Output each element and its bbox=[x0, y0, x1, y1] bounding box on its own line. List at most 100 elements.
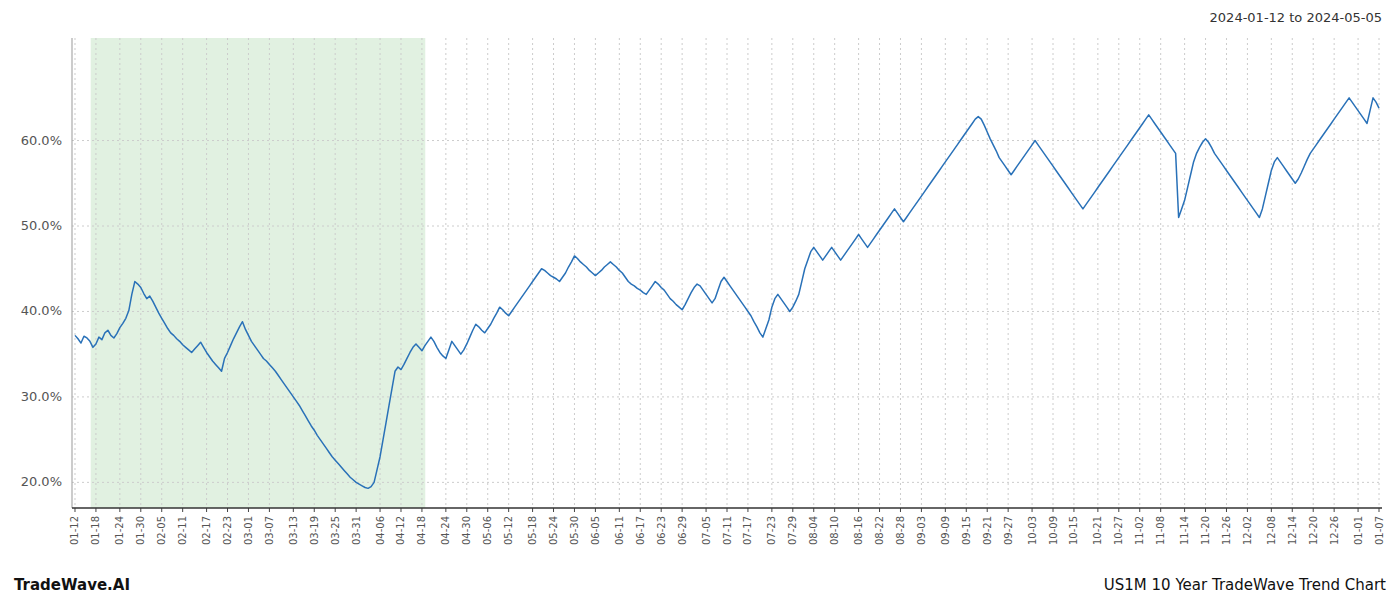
x-tick-label: 07-11 bbox=[722, 516, 733, 545]
x-tick-label: 09-03 bbox=[916, 516, 927, 545]
x-tick-label: 03-25 bbox=[330, 516, 341, 545]
x-grid-line bbox=[834, 38, 835, 508]
x-tick-label: 06-11 bbox=[614, 516, 625, 545]
x-grid-line bbox=[706, 38, 707, 508]
x-grid-line bbox=[140, 38, 141, 508]
y-tick-label: 50.0% bbox=[21, 218, 62, 233]
x-grid-line bbox=[1247, 38, 1248, 508]
x-tick-label: 04-30 bbox=[461, 516, 472, 545]
x-grid-line bbox=[661, 38, 662, 508]
x-tick-label: 01-12 bbox=[69, 516, 80, 545]
y-grid-line bbox=[72, 226, 1382, 227]
x-tick-label: 03-19 bbox=[309, 516, 320, 545]
x-grid-line bbox=[1032, 38, 1033, 508]
x-tick-label: 05-30 bbox=[569, 516, 580, 545]
footer-text: US1M 10 Year TradeWave Trend Chart bbox=[1104, 576, 1386, 594]
x-tick-label: 02-23 bbox=[222, 516, 233, 545]
x-grid-line bbox=[574, 38, 575, 508]
x-grid-line bbox=[879, 38, 880, 508]
x-grid-line bbox=[182, 38, 183, 508]
x-tick-label: 11-02 bbox=[1134, 516, 1145, 545]
x-grid-line bbox=[1160, 38, 1161, 508]
x-grid-line bbox=[421, 38, 422, 508]
x-tick-label: 01-24 bbox=[114, 516, 125, 545]
page: {"chart_data": { "type": "line", "title"… bbox=[0, 0, 1400, 600]
x-grid-line bbox=[1008, 38, 1009, 508]
footer-text: TradeWave.AI bbox=[14, 576, 130, 594]
x-tick-label: 01-30 bbox=[135, 516, 146, 545]
x-tick-label: 05-06 bbox=[482, 516, 493, 545]
x-tick-label: 01-18 bbox=[90, 516, 101, 545]
x-tick-label: 07-05 bbox=[701, 516, 712, 545]
x-grid-line bbox=[356, 38, 357, 508]
x-tick-label: 03-13 bbox=[288, 516, 299, 545]
shaded-span bbox=[91, 38, 426, 508]
x-tick-label: 09-21 bbox=[982, 516, 993, 545]
x-tick-label: 08-16 bbox=[853, 516, 864, 545]
y-axis-line bbox=[72, 38, 73, 508]
x-grid-line bbox=[1184, 38, 1185, 508]
x-tick-label: 12-26 bbox=[1329, 516, 1340, 545]
x-grid-line bbox=[206, 38, 207, 508]
x-grid-line bbox=[619, 38, 620, 508]
x-tick-label: 06-05 bbox=[590, 516, 601, 545]
x-grid-line bbox=[792, 38, 793, 508]
x-grid-line bbox=[508, 38, 509, 508]
x-grid-line bbox=[727, 38, 728, 508]
x-grid-line bbox=[921, 38, 922, 508]
x-grid-line bbox=[1292, 38, 1293, 508]
y-tick-label: 40.0% bbox=[21, 303, 62, 318]
x-grid-line bbox=[1226, 38, 1227, 508]
x-grid-line bbox=[1053, 38, 1054, 508]
x-grid-line bbox=[1205, 38, 1206, 508]
x-grid-line bbox=[987, 38, 988, 508]
x-axis-line bbox=[72, 507, 1382, 509]
y-tick-label: 60.0% bbox=[21, 133, 62, 148]
x-tick-label: 03-07 bbox=[264, 516, 275, 545]
x-tick-label: 07-29 bbox=[787, 516, 798, 545]
x-grid-line bbox=[945, 38, 946, 508]
x-grid-line bbox=[335, 38, 336, 508]
y-grid-line bbox=[72, 396, 1382, 397]
x-grid-line bbox=[227, 38, 228, 508]
x-tick-label: 05-12 bbox=[503, 516, 514, 545]
x-tick-label: 10-03 bbox=[1027, 516, 1038, 545]
x-grid-line bbox=[747, 38, 748, 508]
x-grid-line bbox=[1334, 38, 1335, 508]
x-tick-label: 10-15 bbox=[1068, 516, 1079, 545]
y-grid-line bbox=[72, 311, 1382, 312]
x-grid-line bbox=[532, 38, 533, 508]
x-grid-line bbox=[95, 38, 96, 508]
x-tick-label: 08-22 bbox=[874, 516, 885, 545]
y-grid-line bbox=[72, 482, 1382, 483]
axes: 20.0%30.0%40.0%50.0%60.0%01-1201-1801-24… bbox=[21, 38, 1385, 545]
x-tick-label: 05-18 bbox=[527, 516, 538, 545]
x-grid-line bbox=[640, 38, 641, 508]
x-tick-label: 02-17 bbox=[201, 516, 212, 545]
x-grid-line bbox=[1118, 38, 1119, 508]
x-tick-label: 08-04 bbox=[808, 516, 819, 545]
y-grid-line bbox=[72, 140, 1382, 141]
x-tick-label: 03-31 bbox=[351, 516, 362, 545]
x-grid-line bbox=[380, 38, 381, 508]
x-tick-label: 12-14 bbox=[1287, 516, 1298, 545]
x-tick-label: 01-07 bbox=[1374, 516, 1385, 545]
x-grid-line bbox=[771, 38, 772, 508]
x-grid-line bbox=[858, 38, 859, 508]
x-grid-line bbox=[553, 38, 554, 508]
line-group bbox=[75, 98, 1379, 489]
x-tick-label: 04-24 bbox=[440, 516, 451, 545]
x-grid-line bbox=[813, 38, 814, 508]
x-tick-label: 06-17 bbox=[635, 516, 646, 545]
x-grid-line bbox=[1379, 38, 1380, 508]
x-tick-label: 09-15 bbox=[961, 516, 972, 545]
x-grid-line bbox=[119, 38, 120, 508]
x-tick-label: 11-08 bbox=[1155, 516, 1166, 545]
x-tick-label: 02-11 bbox=[177, 516, 188, 545]
x-tick-label: 10-21 bbox=[1092, 516, 1103, 545]
x-grid-line bbox=[445, 38, 446, 508]
x-tick-label: 12-20 bbox=[1308, 516, 1319, 545]
chart: 20.0%30.0%40.0%50.0%60.0%01-1201-1801-24… bbox=[0, 0, 1400, 600]
x-tick-label: 11-20 bbox=[1200, 516, 1211, 545]
x-tick-label: 03-01 bbox=[243, 516, 254, 545]
